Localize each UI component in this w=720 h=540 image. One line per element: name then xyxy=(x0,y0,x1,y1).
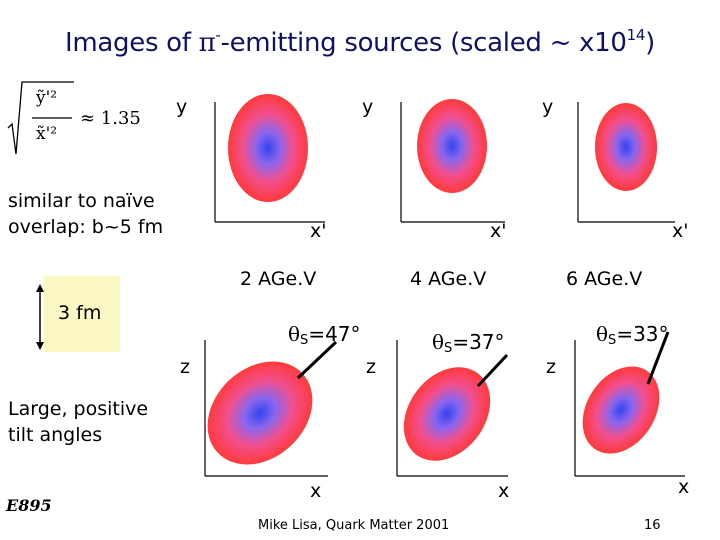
panel-2-x-axis-label: x xyxy=(498,480,509,502)
panel-1-top xyxy=(215,94,325,222)
scale-bar-label: 3 fm xyxy=(58,302,101,324)
panel-3-tilt-angle: θS=33° xyxy=(596,322,669,348)
panel-2-xprime-axis-label: x' xyxy=(490,220,506,242)
panel-1-bottom xyxy=(187,340,336,485)
panel-2-top xyxy=(401,99,505,222)
panel-3-y-axis-label: y xyxy=(542,96,553,118)
source-image-3-top xyxy=(595,103,657,191)
tilt-note-line1: Large, positive xyxy=(8,398,148,420)
experiment-label: E895 xyxy=(6,496,52,515)
pi-symbol: π xyxy=(199,28,216,58)
source-image-1-top xyxy=(228,94,308,202)
panel-3-x-axis-label: x xyxy=(678,476,689,498)
panel-3-xprime-axis-label: x' xyxy=(672,220,688,242)
panel-2-bottom xyxy=(386,340,508,478)
scale-bar-arrow-up xyxy=(36,284,44,292)
panel-1-tilt-angle: θS=47° xyxy=(288,322,361,348)
formula-denominator: x̃'² xyxy=(36,124,57,144)
overlap-note-line1: similar to naïve xyxy=(8,190,155,212)
panel-1-x-axis-label: x xyxy=(310,480,321,502)
panel-1-y-axis-label: y xyxy=(176,96,187,118)
source-image-1-bottom xyxy=(187,341,333,486)
formula-numerator: ỹ'² xyxy=(36,88,57,108)
slide-title: Images of π--emitting sources (scaled ~ … xyxy=(0,26,720,58)
source-image-3-bottom xyxy=(567,352,675,468)
panel-3-bottom xyxy=(567,332,685,476)
panel-2-y-axis-label: y xyxy=(362,96,373,118)
footer-credit: Mike Lisa, Quark Matter 2001 xyxy=(258,518,449,533)
panel-1-energy: 2 AGe.V xyxy=(240,268,316,290)
panel-3-z-axis-label: z xyxy=(546,356,556,378)
scale-bar-arrow-down xyxy=(36,342,44,350)
panel-1-z-axis-label: z xyxy=(180,356,190,378)
source-image-2-top xyxy=(417,99,487,193)
overlap-note-line2: overlap: b~5 fm xyxy=(8,216,163,238)
panel-2-z-axis-label: z xyxy=(366,356,376,378)
source-image-2-bottom xyxy=(386,350,508,477)
tilt-note-line2: tilt angles xyxy=(8,424,102,446)
panel-3-top xyxy=(578,102,675,222)
panel-2-tilt-angle: θS=37° xyxy=(432,330,505,356)
tilt-line-2 xyxy=(478,355,507,386)
panel-1-xprime-axis-label: x' xyxy=(310,220,326,242)
page-number: 16 xyxy=(644,518,661,533)
formula-ratio: ≈ 1.35 xyxy=(80,108,141,129)
panel-3-energy: 6 AGe.V xyxy=(566,268,642,290)
panel-2-energy: 4 AGe.V xyxy=(410,268,486,290)
